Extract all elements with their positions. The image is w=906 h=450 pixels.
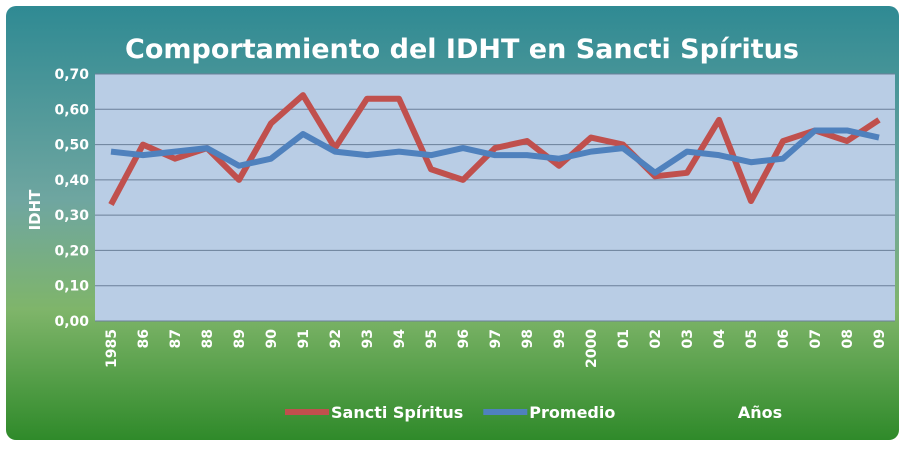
chart-title: Comportamiento del IDHT en Sancti Spírit…: [125, 34, 799, 65]
y-tick-label: 0,60: [54, 102, 89, 118]
plot-area: [95, 74, 895, 321]
x-tick-label: 96: [456, 329, 472, 348]
y-tick-label: 0,30: [54, 208, 89, 224]
x-axis-label: Años: [738, 403, 782, 422]
x-tick-label: 98: [520, 329, 536, 348]
x-tick-label: 90: [264, 329, 280, 349]
legend-label: Sancti Spíritus: [331, 403, 463, 422]
x-tick-label: 91: [296, 329, 312, 348]
x-tick-label: 06: [776, 329, 792, 348]
x-tick-label: 08: [840, 329, 856, 348]
x-tick-label: 05: [744, 329, 760, 348]
x-tick-label: 94: [392, 329, 408, 349]
x-tick-label: 09: [872, 329, 888, 348]
x-tick-label: 92: [328, 329, 344, 348]
x-tick-label: 02: [648, 329, 664, 348]
y-tick-label: 0,20: [54, 243, 89, 259]
data-line: [110, 127, 880, 176]
y-tick-label: 0,50: [54, 138, 89, 154]
y-tick-label: 0,00: [54, 314, 89, 330]
x-tick-label: 2000: [584, 329, 600, 368]
y-tick-label: 0,10: [54, 279, 89, 295]
x-tick-label: 07: [808, 329, 824, 348]
x-tick-label: 86: [136, 329, 152, 348]
x-tick-label: 99: [552, 329, 568, 348]
legend-label: Promedio: [529, 403, 615, 422]
x-tick-label: 03: [680, 329, 696, 348]
x-tick-label: 1985: [104, 329, 120, 368]
y-tick-label: 0,70: [54, 67, 89, 83]
x-tick-label: 89: [232, 329, 248, 348]
x-tick-label: 88: [200, 329, 216, 348]
x-tick-label: 01: [616, 329, 632, 348]
x-tick-label: 93: [360, 329, 376, 348]
x-tick-label: 97: [488, 329, 504, 348]
y-axis-label: IDHT: [26, 189, 44, 231]
x-tick-label: 04: [712, 329, 728, 349]
data-line: [108, 92, 881, 206]
x-tick-label: 87: [168, 329, 184, 348]
y-tick-label: 0,40: [54, 173, 89, 189]
x-tick-label: 95: [424, 329, 440, 348]
